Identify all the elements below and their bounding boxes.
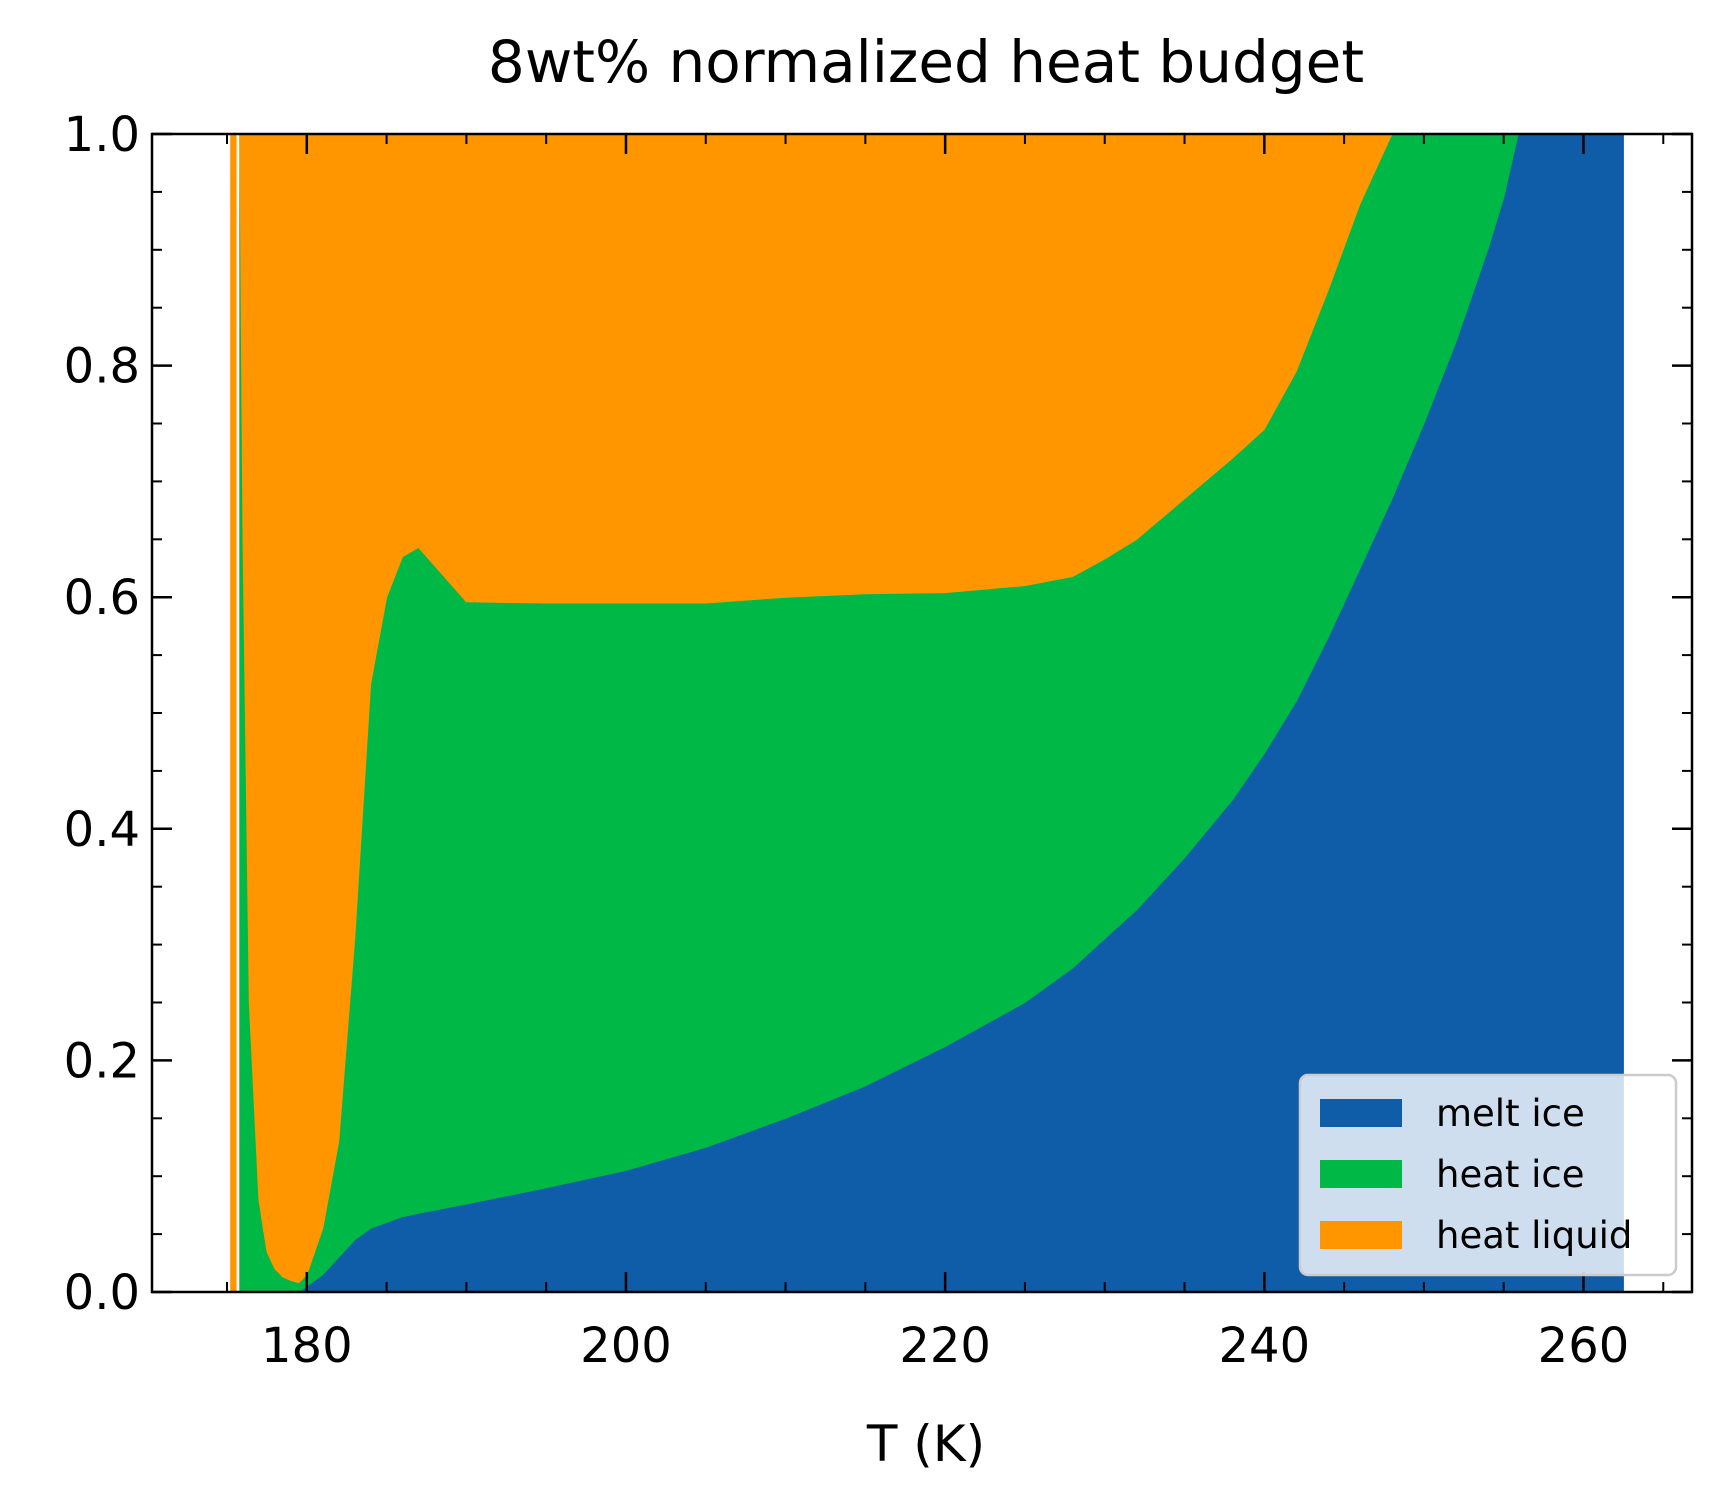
x-tick-label: 240 (1218, 1318, 1310, 1374)
axes: 180 200 220 240 260 0.0 0.2 0.4 0.6 0.8 1.0 (64, 107, 1694, 1374)
legend: melt ice heat ice heat liquid (1298, 1073, 1678, 1277)
y-tick-label: 0.2 (64, 1033, 140, 1089)
legend-label: heat liquid (1436, 1214, 1632, 1257)
x-tick-label: 260 (1538, 1318, 1630, 1374)
legend-label: melt ice (1436, 1092, 1585, 1135)
legend-swatch (1320, 1099, 1402, 1127)
plot-area (230, 134, 1624, 1292)
area-heat-liquid-strip (230, 134, 237, 1292)
chart-title: 8wt% normalized heat budget (488, 28, 1364, 96)
area-heat-liquid (239, 134, 1624, 1284)
legend-swatch (1320, 1221, 1402, 1249)
area-series-group (230, 134, 1624, 1292)
legend-swatch (1320, 1160, 1402, 1188)
y-tick-label: 0.0 (64, 1265, 140, 1321)
x-tick-label: 200 (580, 1318, 672, 1374)
y-tick-label: 0.4 (64, 802, 140, 858)
x-tick-label: 180 (261, 1318, 353, 1374)
y-tick-label: 0.6 (64, 570, 140, 626)
x-tick-label: 220 (899, 1318, 991, 1374)
y-tick-label: 1.0 (64, 107, 140, 163)
legend-label: heat ice (1436, 1153, 1585, 1196)
x-axis-label: T (K) (866, 1415, 985, 1473)
y-tick-label: 0.8 (64, 339, 140, 395)
